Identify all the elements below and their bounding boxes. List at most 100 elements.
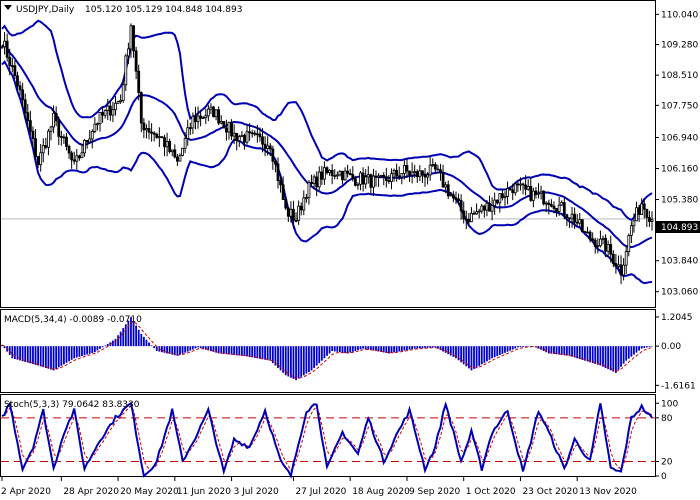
candle-body xyxy=(426,174,429,178)
candle-body xyxy=(648,217,651,222)
candle-body xyxy=(583,231,587,233)
candle-body xyxy=(72,159,76,162)
macd-bar xyxy=(633,346,635,355)
candle-body xyxy=(586,231,589,234)
candle-body xyxy=(637,207,641,215)
macd-bar xyxy=(302,346,305,376)
macd-bar xyxy=(173,346,176,356)
macd-bar xyxy=(228,346,230,355)
candle-body xyxy=(168,140,172,153)
candle-body xyxy=(111,109,115,116)
macd-bar xyxy=(377,346,380,352)
macd-bar xyxy=(202,346,205,349)
macd-bar xyxy=(166,346,168,354)
candle-body xyxy=(529,185,533,201)
macd-bar xyxy=(266,346,269,361)
macd-bar xyxy=(591,346,594,364)
price-panel-frame xyxy=(0,0,656,308)
candle-body xyxy=(250,132,254,135)
candle-body xyxy=(428,164,432,176)
macd-bar xyxy=(204,346,207,350)
candle-body xyxy=(485,202,489,211)
macd-bar xyxy=(364,346,367,350)
macd-bar xyxy=(437,346,439,349)
candle-body xyxy=(49,126,53,132)
macd-bar xyxy=(594,346,597,364)
macd-bar xyxy=(279,346,282,371)
macd-bar xyxy=(86,346,89,355)
candle-body xyxy=(255,133,259,136)
macd-bar xyxy=(114,338,117,347)
stoch-signal-line xyxy=(1,405,653,472)
macd-bar xyxy=(310,346,313,371)
candle-body xyxy=(341,170,344,181)
candle-body xyxy=(369,174,373,188)
stoch-tick-label: 80 xyxy=(661,414,673,424)
down-triangle-icon[interactable] xyxy=(4,5,12,10)
candle-body xyxy=(524,184,528,190)
macd-bar xyxy=(308,346,310,373)
macd-bar xyxy=(413,346,416,349)
candle-body xyxy=(317,171,321,188)
macd-bar xyxy=(287,346,290,377)
candle-body xyxy=(124,55,128,86)
candle-body xyxy=(67,146,71,154)
macd-bar xyxy=(333,346,336,352)
macd-bar xyxy=(640,346,643,349)
macd-bar xyxy=(643,346,646,349)
macd-panel xyxy=(1,317,653,381)
macd-bar xyxy=(295,346,297,381)
candle-body xyxy=(214,109,218,118)
current-price-label: 104.893 xyxy=(661,223,698,233)
macd-bar xyxy=(124,324,127,347)
candle-body xyxy=(41,145,45,154)
macd-bar xyxy=(449,346,452,356)
candle-body xyxy=(83,139,86,154)
macd-bar xyxy=(369,346,372,351)
candle-body xyxy=(599,238,602,247)
macd-bar xyxy=(439,346,442,351)
macd-bar xyxy=(470,346,473,371)
macd-bar xyxy=(320,346,323,361)
macd-bar xyxy=(429,346,432,348)
macd-bar xyxy=(589,346,591,363)
candle-body xyxy=(194,115,197,123)
macd-bar xyxy=(47,346,50,369)
macd-bar xyxy=(24,346,27,362)
macd-bar xyxy=(93,346,96,353)
candle-body xyxy=(482,205,486,211)
macd-bar xyxy=(150,345,153,347)
macd-bar xyxy=(57,346,60,368)
candle-body xyxy=(550,204,553,207)
macd-bar xyxy=(127,320,130,347)
candle-body xyxy=(415,171,419,178)
candle-body xyxy=(418,170,422,178)
macd-bar xyxy=(305,346,308,374)
candle-body xyxy=(441,172,445,188)
candle-body xyxy=(230,121,233,137)
candle-body xyxy=(212,106,215,118)
macd-bar xyxy=(176,346,179,356)
macd-bar xyxy=(565,346,568,356)
macd-bar xyxy=(13,346,16,359)
candle-body xyxy=(47,130,50,148)
candle-body xyxy=(408,170,411,176)
candle-body xyxy=(271,148,275,162)
macd-bar xyxy=(638,346,641,351)
candle-body xyxy=(75,155,79,162)
candle-body xyxy=(568,217,571,220)
macd-bar xyxy=(297,346,300,379)
macd-bar xyxy=(444,346,447,353)
candle-body xyxy=(199,115,203,119)
candle-body xyxy=(446,184,450,197)
candle-body xyxy=(402,165,406,174)
macd-bar xyxy=(318,346,321,364)
candle-body xyxy=(627,235,631,252)
macd-bar xyxy=(199,346,202,349)
candle-body xyxy=(139,92,143,124)
candle-body xyxy=(570,213,574,220)
candle-body xyxy=(217,109,221,124)
macd-bar xyxy=(486,346,488,362)
candle-body xyxy=(513,183,517,194)
candle-body xyxy=(384,176,388,181)
